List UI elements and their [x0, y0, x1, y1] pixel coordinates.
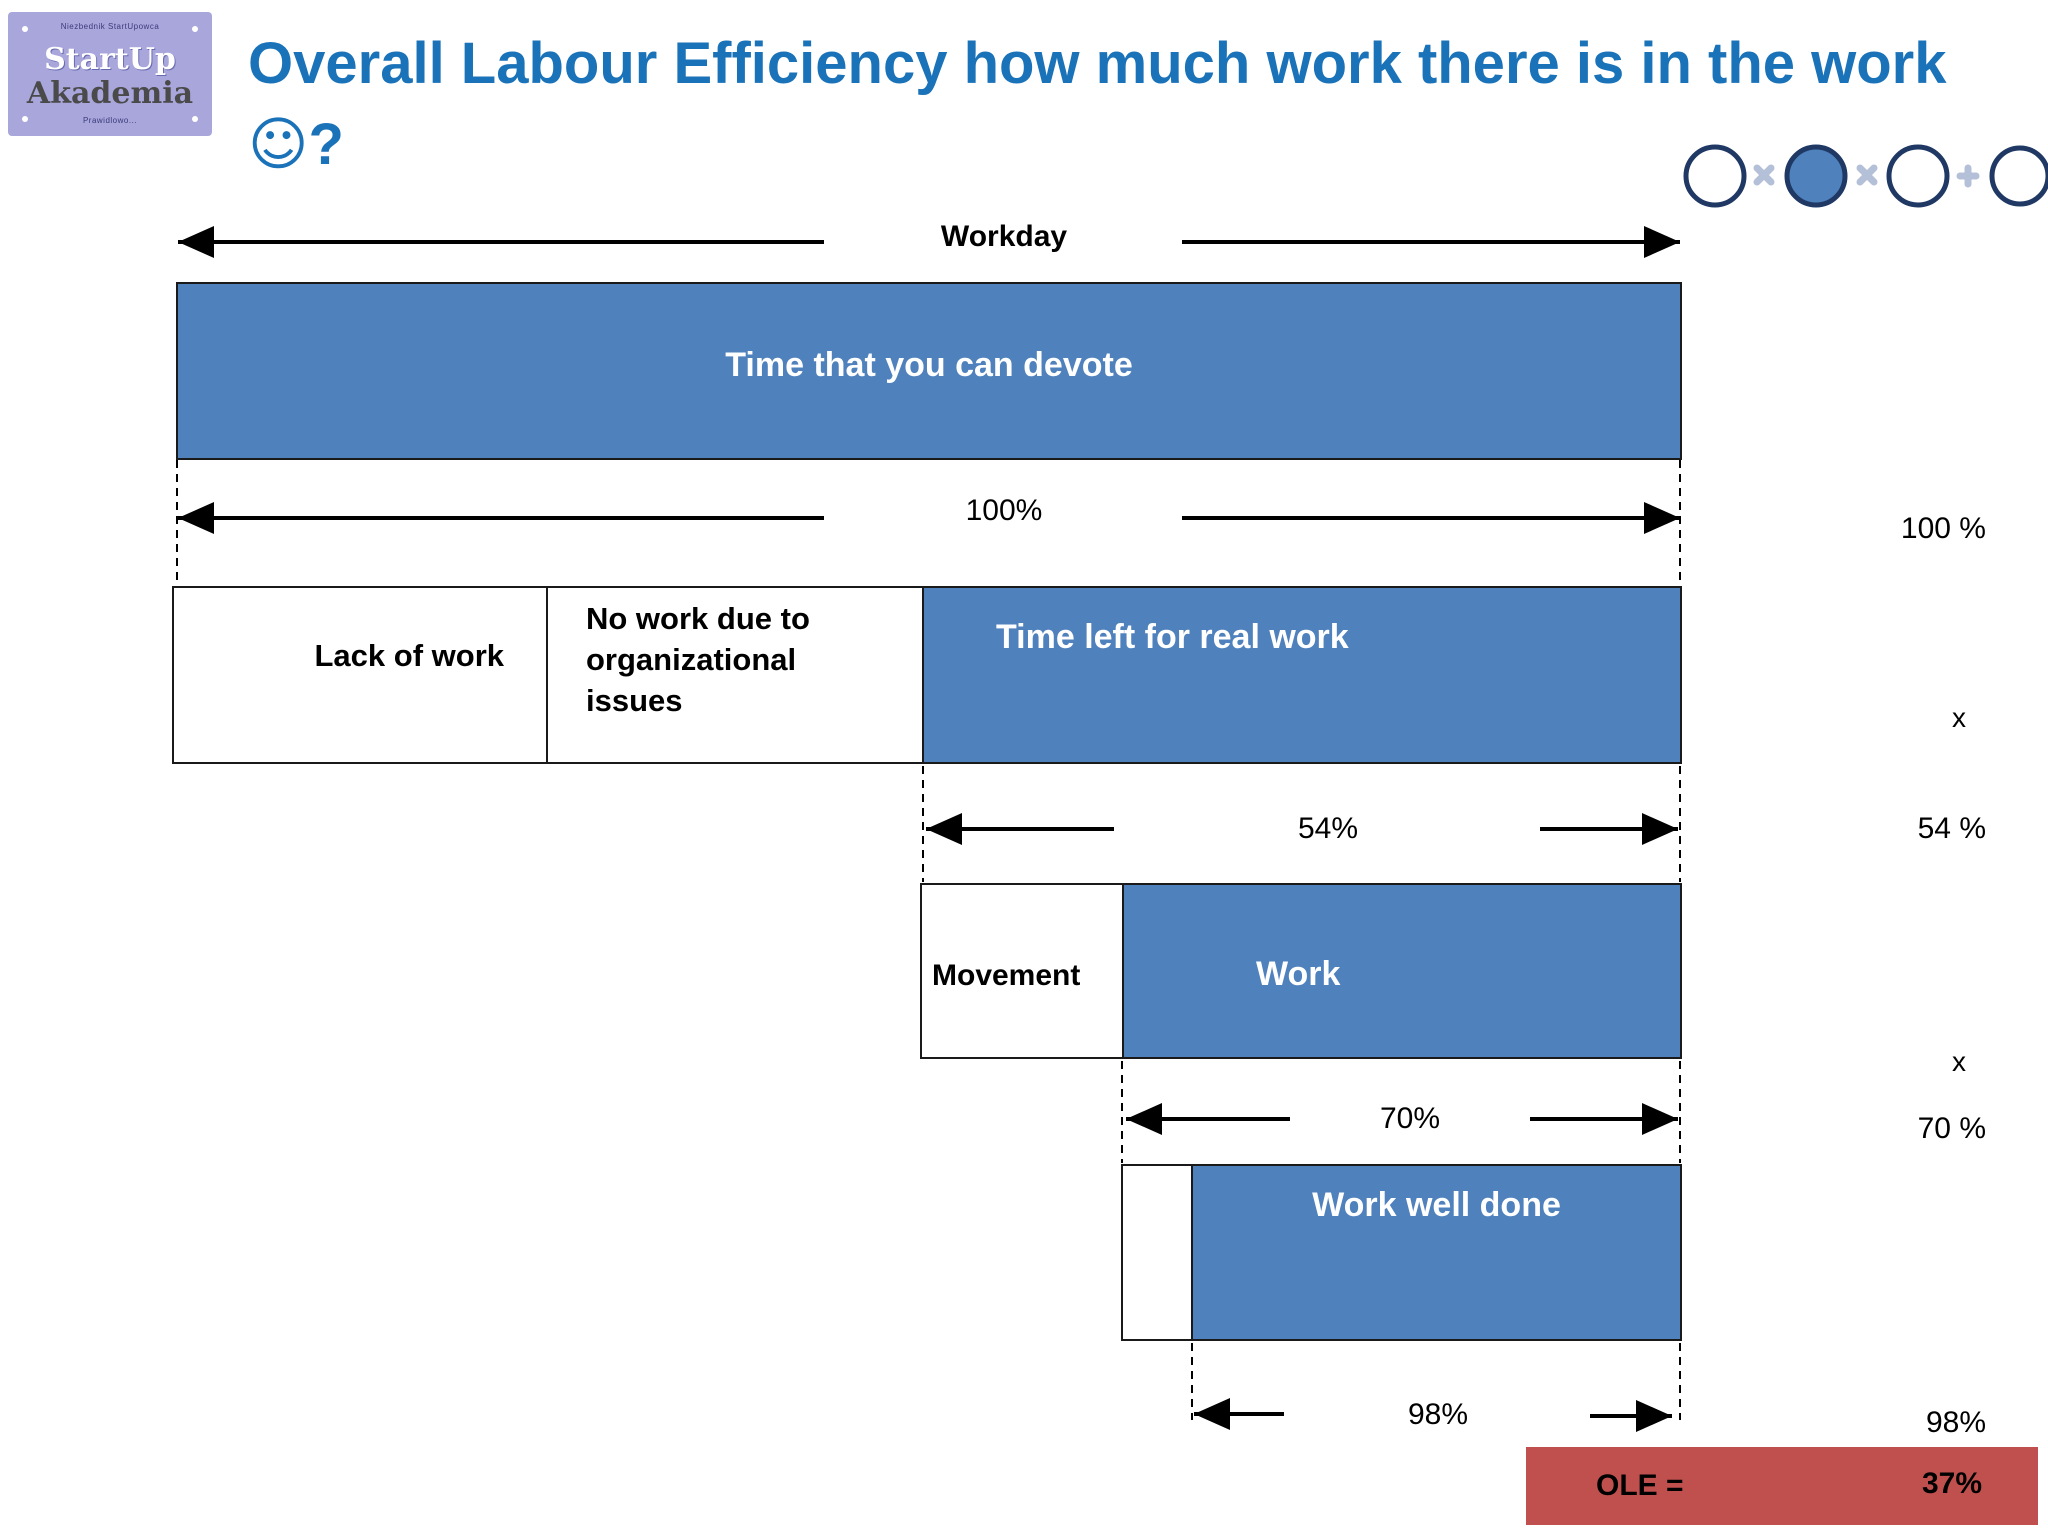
right-multiply-2: x: [1952, 1046, 1966, 1077]
segment-lack-of-work: Lack of work: [172, 586, 548, 764]
ole-value: 37%: [1921, 1467, 1982, 1500]
smiley-icon: ☺: [248, 110, 309, 178]
multiply-icon: [1856, 164, 1878, 186]
right-multiply-1: x: [1952, 702, 1966, 733]
logo-line2: Akademia: [26, 76, 194, 111]
logo-line1: StartUp: [44, 42, 176, 77]
bar-time-devote: Time that you can devote: [176, 282, 1682, 460]
bar-work-split: Movement Work: [920, 883, 1682, 1059]
empty-circle-icon: [1886, 144, 1950, 208]
logo-dot: [192, 116, 198, 122]
logo-dot: [192, 26, 198, 32]
segment-time-left: Time left for real work: [922, 586, 1682, 764]
workday-label: Workday: [940, 220, 1068, 253]
no-work-org-label: No work due to organizational issues: [586, 601, 810, 718]
bar-breakdown: Lack of work No work due to organization…: [172, 586, 1682, 764]
ole-result-box: OLE = 37%: [1526, 1447, 2038, 1525]
time-left-label: Time left for real work: [996, 618, 1349, 656]
work-label: Work: [1256, 955, 1341, 993]
plus-icon: [1956, 164, 1980, 188]
multiply-icon: [1753, 164, 1775, 186]
span-98-label: 98%: [1407, 1398, 1469, 1431]
right-value-98: 98%: [1925, 1406, 1986, 1439]
ole-label: OLE =: [1596, 1469, 1684, 1502]
right-value-70: 70 %: [1917, 1112, 1986, 1145]
logo-dot: [22, 116, 28, 122]
span-100-label: 100%: [965, 494, 1043, 527]
span-54-label: 54%: [1297, 812, 1359, 845]
span-70-label: 70%: [1379, 1102, 1441, 1135]
page-title: Overall Labour Efficiency how much work …: [248, 24, 2008, 185]
segment-work-well-done: Work well done: [1191, 1164, 1682, 1341]
empty-circle-icon: [1989, 145, 2048, 207]
title-text: Overall Labour Efficiency how much work …: [248, 31, 1947, 96]
movement-label: Movement: [932, 959, 1081, 992]
title-suffix: ?: [308, 112, 344, 177]
logo-tagline-top: Niezbednik StartUpowca: [60, 22, 160, 31]
filled-circle-icon: [1784, 144, 1848, 208]
work-well-done-label: Work well done: [1312, 1186, 1561, 1224]
right-value-54: 54 %: [1917, 812, 1986, 845]
segment-work: Work: [1122, 883, 1682, 1059]
logo-dot: [22, 26, 28, 32]
startup-akademia-logo: Niezbednik StartUpowca StartUp Akademia …: [8, 12, 212, 136]
empty-circle-icon: [1683, 144, 1747, 208]
segment-no-work-org: No work due to organizational issues: [546, 586, 924, 764]
bar-quality-split: Work well done: [1121, 1164, 1682, 1341]
lack-of-work-label: Lack of work: [314, 638, 505, 673]
bar-time-devote-label: Time that you can devote: [725, 346, 1133, 384]
logo-tagline-bottom: Prawidlowo...: [82, 116, 138, 125]
right-value-100: 100 %: [1900, 512, 1986, 545]
segment-movement: Movement: [920, 883, 1124, 1059]
